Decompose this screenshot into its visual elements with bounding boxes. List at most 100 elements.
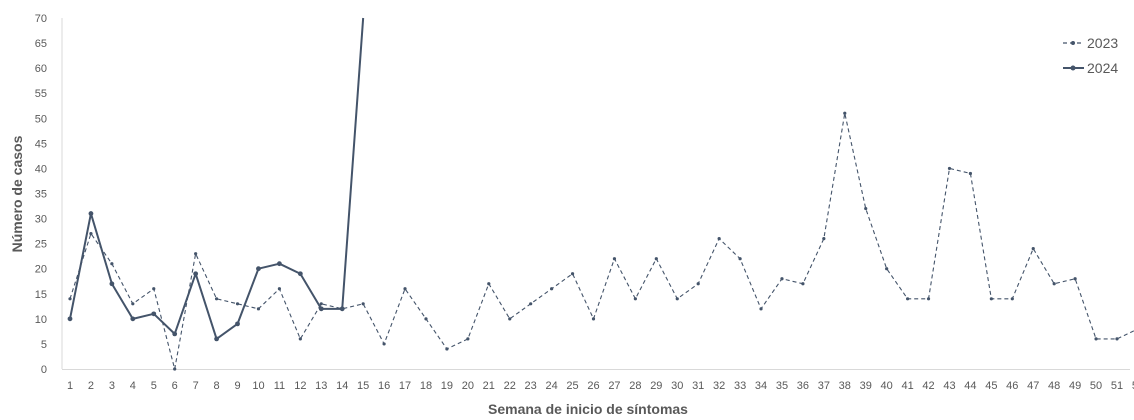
data-point-2023 (759, 307, 763, 311)
series-2024 (67, 17, 365, 342)
data-point-2023 (256, 307, 261, 311)
x-tick-label: 2 (88, 380, 94, 392)
data-point-2023 (298, 337, 302, 341)
legend-label-2023: 2023 (1087, 35, 1118, 51)
y-tick-label: 35 (35, 189, 47, 201)
data-point-2023 (947, 166, 952, 171)
x-tick-label: 12 (294, 380, 306, 392)
x-tick-label: 29 (650, 380, 662, 392)
data-point-2023 (529, 302, 533, 306)
x-tick-label: 34 (755, 380, 767, 392)
x-tick-label: 19 (441, 380, 453, 392)
x-tick-label: 38 (839, 380, 851, 392)
data-point-2023 (822, 237, 826, 241)
data-point-2023 (1073, 277, 1077, 281)
x-tick-label: 46 (1006, 380, 1018, 392)
data-point-2024 (339, 306, 345, 312)
x-tick-label: 22 (504, 380, 516, 392)
data-point-2023 (654, 257, 658, 261)
y-tick-label: 15 (35, 289, 47, 301)
legend-marker-2024 (1070, 65, 1076, 71)
series-2023 (68, 111, 1134, 371)
data-point-2023 (1052, 282, 1056, 286)
x-tick-label: 25 (566, 380, 578, 392)
y-tick-label: 55 (35, 88, 47, 100)
x-tick-label: 48 (1048, 380, 1060, 392)
x-tick-label: 24 (545, 380, 557, 392)
x-tick-label: 4 (130, 380, 136, 392)
data-point-2023 (382, 342, 386, 346)
data-point-2024 (109, 281, 115, 287)
data-point-2023 (906, 297, 910, 301)
y-tick-label: 40 (35, 163, 47, 175)
x-tick-label: 51 (1111, 380, 1123, 392)
data-point-2023 (1010, 297, 1014, 301)
data-point-2023 (89, 232, 93, 236)
x-tick-label: 44 (964, 380, 976, 392)
data-point-2023 (466, 337, 470, 341)
data-point-2023 (173, 367, 177, 371)
y-tick-label: 25 (35, 239, 47, 251)
data-point-2023 (1094, 337, 1098, 341)
data-point-2023 (131, 302, 135, 306)
x-tick-label: 49 (1069, 380, 1081, 392)
data-point-2023 (864, 206, 868, 211)
data-point-2024 (130, 316, 136, 322)
x-tick-label: 50 (1090, 380, 1102, 392)
x-tick-label: 37 (818, 380, 830, 392)
data-point-2023 (612, 257, 617, 261)
data-point-2024 (214, 336, 219, 342)
data-point-2023 (277, 287, 281, 291)
x-tick-label: 47 (1027, 380, 1039, 392)
data-point-2023 (801, 282, 805, 286)
data-point-2023 (361, 302, 365, 306)
series-layer (67, 17, 1134, 371)
legend-item-2023: 2023 (1063, 35, 1118, 51)
x-tick-label: 10 (252, 380, 264, 392)
x-tick-label: 45 (985, 380, 997, 392)
data-point-2023 (738, 257, 742, 261)
y-tick-label: 5 (41, 339, 47, 351)
y-tick-label: 20 (35, 264, 47, 276)
data-point-2023 (550, 287, 554, 291)
series-line-2023 (69, 112, 1134, 370)
y-tick-label: 65 (35, 38, 47, 50)
x-tick-label: 16 (378, 380, 390, 392)
data-point-2023 (926, 297, 931, 301)
x-tick-label: 30 (671, 380, 683, 392)
y-tick-label: 60 (35, 63, 47, 75)
data-point-2023 (68, 297, 72, 301)
x-tick-label: 39 (860, 380, 872, 392)
data-point-2023 (780, 277, 784, 281)
x-tick-label: 27 (608, 380, 620, 392)
data-point-2023 (633, 297, 637, 301)
legend-item-2024: 2024 (1063, 60, 1118, 76)
data-point-2024 (193, 271, 199, 277)
data-point-2023 (508, 317, 512, 321)
x-tick-label: 11 (274, 380, 285, 392)
x-tick-label: 9 (234, 380, 240, 392)
legend: 2023 2024 (1063, 35, 1118, 76)
x-tick-label: 43 (943, 380, 955, 392)
data-point-2024 (235, 321, 240, 327)
data-point-2023 (885, 267, 889, 271)
data-point-2023 (424, 317, 428, 321)
y-tick-label: 50 (35, 113, 47, 125)
data-point-2023 (194, 252, 198, 256)
y-axis-title: Número de casos (9, 135, 25, 252)
x-tick-label: 6 (172, 380, 178, 392)
data-point-2023 (591, 317, 596, 321)
x-tick-label: 7 (193, 380, 199, 392)
x-tick-label: 31 (692, 380, 704, 392)
x-tick-label: 17 (399, 380, 411, 392)
x-axis-title: Semana de inicio de síntomas (488, 401, 688, 417)
y-tick-label: 30 (35, 214, 47, 226)
x-tick-label: 1 (67, 380, 73, 392)
data-point-2023 (403, 287, 407, 291)
data-point-2023 (968, 171, 973, 176)
y-axis-ticks: 0 5 10 15 20 25 30 35 40 45 50 55 60 65 70 (35, 13, 47, 376)
x-tick-label: 42 (922, 380, 934, 392)
series-line-2024 (69, 17, 365, 340)
data-point-2023 (989, 297, 993, 301)
